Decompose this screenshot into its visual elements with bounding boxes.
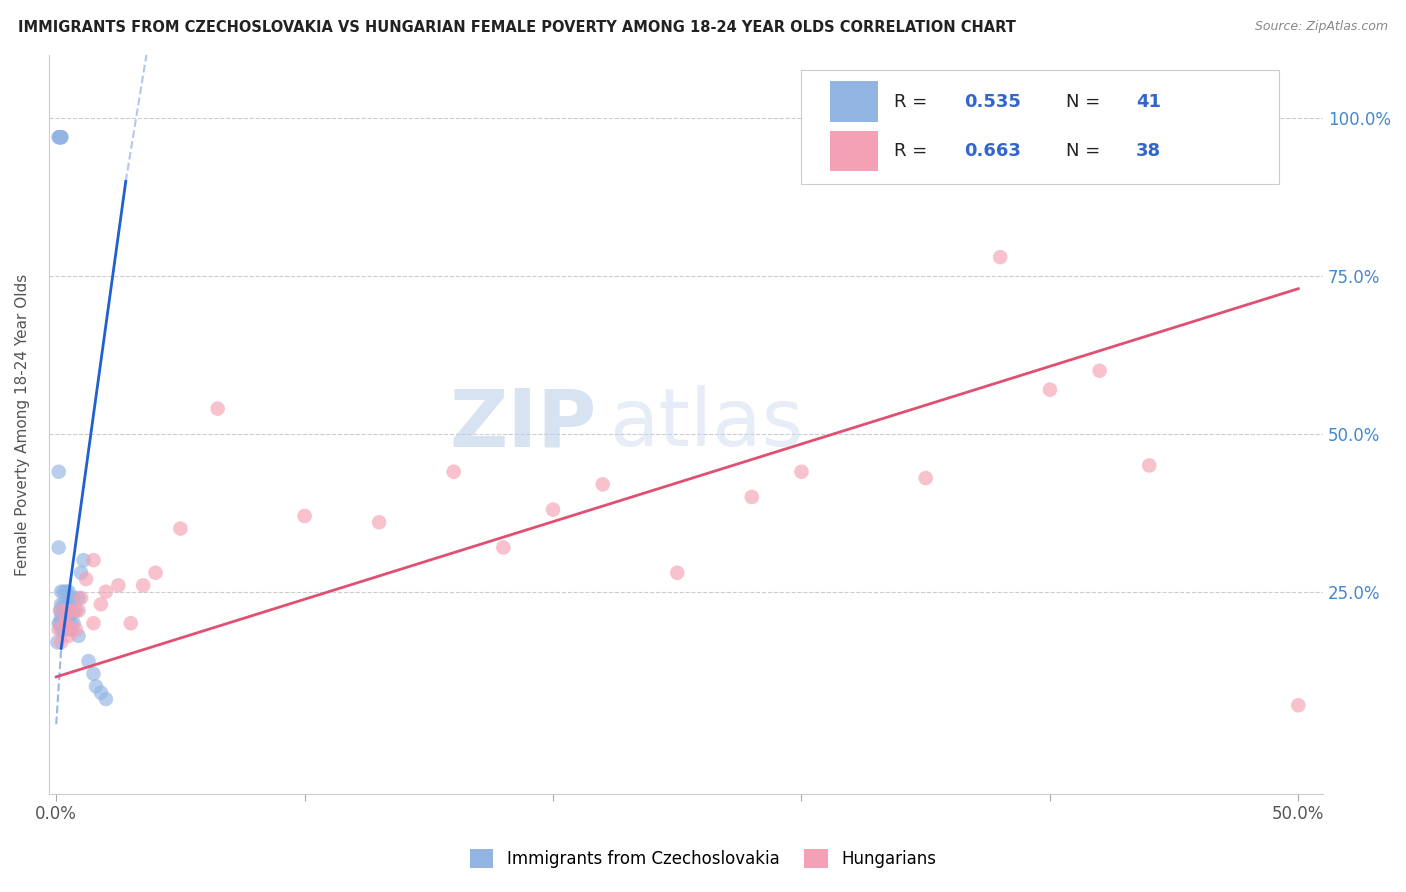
Point bbox=[67, 604, 90, 618]
Point bbox=[90, 597, 112, 611]
Y-axis label: Female Poverty Among 18-24 Year Olds: Female Poverty Among 18-24 Year Olds bbox=[15, 273, 30, 575]
Point bbox=[1088, 364, 1111, 378]
Point bbox=[51, 597, 73, 611]
Point bbox=[60, 623, 83, 637]
Point bbox=[52, 584, 75, 599]
Point bbox=[1286, 698, 1309, 713]
Point bbox=[70, 566, 93, 580]
Point bbox=[51, 584, 73, 599]
Point bbox=[443, 465, 465, 479]
Point bbox=[58, 623, 80, 637]
Point bbox=[368, 515, 391, 529]
Point bbox=[790, 465, 813, 479]
Point bbox=[48, 616, 70, 631]
Point bbox=[52, 597, 75, 611]
FancyBboxPatch shape bbox=[800, 70, 1278, 185]
Text: 38: 38 bbox=[1136, 142, 1161, 161]
Point bbox=[55, 616, 77, 631]
Point bbox=[55, 604, 77, 618]
Point bbox=[82, 616, 104, 631]
Point bbox=[46, 635, 69, 649]
Text: R =: R = bbox=[894, 142, 932, 161]
Point bbox=[120, 616, 142, 631]
Point bbox=[94, 692, 117, 706]
Text: N =: N = bbox=[1066, 93, 1105, 111]
Point bbox=[51, 604, 73, 618]
Point bbox=[51, 604, 73, 618]
Point bbox=[82, 666, 104, 681]
Point bbox=[49, 130, 72, 145]
Point bbox=[77, 654, 100, 668]
Point bbox=[48, 623, 70, 637]
Point bbox=[51, 635, 73, 649]
Text: atlas: atlas bbox=[609, 385, 804, 464]
Point bbox=[52, 616, 75, 631]
Point bbox=[1137, 458, 1160, 473]
Point bbox=[75, 572, 97, 586]
Text: Source: ZipAtlas.com: Source: ZipAtlas.com bbox=[1254, 20, 1388, 33]
Text: ZIP: ZIP bbox=[450, 385, 596, 464]
Point bbox=[988, 250, 1011, 264]
Point bbox=[62, 604, 84, 618]
Point bbox=[592, 477, 614, 491]
Point bbox=[207, 401, 229, 416]
Point bbox=[169, 522, 191, 536]
Point bbox=[90, 686, 112, 700]
Point bbox=[541, 502, 564, 516]
Point bbox=[666, 566, 689, 580]
Point bbox=[52, 610, 75, 624]
Point bbox=[72, 553, 94, 567]
Point bbox=[65, 604, 87, 618]
Point bbox=[51, 130, 73, 145]
Point bbox=[48, 465, 70, 479]
Point bbox=[58, 610, 80, 624]
Point bbox=[52, 604, 75, 618]
Point bbox=[51, 623, 73, 637]
Point bbox=[741, 490, 763, 504]
Text: N =: N = bbox=[1066, 142, 1105, 161]
Text: 0.663: 0.663 bbox=[963, 142, 1021, 161]
Point bbox=[52, 623, 75, 637]
Point bbox=[82, 553, 104, 567]
Point bbox=[294, 508, 316, 523]
Point bbox=[145, 566, 167, 580]
Point bbox=[65, 623, 87, 637]
FancyBboxPatch shape bbox=[830, 81, 879, 122]
Point bbox=[492, 541, 515, 555]
Point bbox=[49, 616, 72, 631]
Point bbox=[84, 679, 107, 693]
Point bbox=[58, 584, 80, 599]
Point bbox=[67, 629, 90, 643]
Point bbox=[51, 130, 73, 145]
Point bbox=[62, 616, 84, 631]
Point bbox=[49, 604, 72, 618]
Point bbox=[55, 584, 77, 599]
Point bbox=[58, 629, 80, 643]
Text: IMMIGRANTS FROM CZECHOSLOVAKIA VS HUNGARIAN FEMALE POVERTY AMONG 18-24 YEAR OLDS: IMMIGRANTS FROM CZECHOSLOVAKIA VS HUNGAR… bbox=[18, 20, 1017, 35]
Legend: Immigrants from Czechoslovakia, Hungarians: Immigrants from Czechoslovakia, Hungaria… bbox=[461, 840, 945, 877]
Point bbox=[132, 578, 155, 592]
Point bbox=[67, 591, 90, 605]
Point bbox=[107, 578, 129, 592]
Point bbox=[48, 130, 70, 145]
Point bbox=[1039, 383, 1062, 397]
Point bbox=[914, 471, 936, 485]
Point bbox=[60, 616, 83, 631]
Point bbox=[58, 597, 80, 611]
Text: 41: 41 bbox=[1136, 93, 1161, 111]
Point bbox=[48, 541, 70, 555]
Point bbox=[60, 604, 83, 618]
Text: R =: R = bbox=[894, 93, 932, 111]
Text: 0.535: 0.535 bbox=[963, 93, 1021, 111]
Point bbox=[58, 604, 80, 618]
Point bbox=[55, 616, 77, 631]
Point bbox=[55, 597, 77, 611]
Point bbox=[51, 604, 73, 618]
FancyBboxPatch shape bbox=[830, 131, 879, 171]
Point bbox=[70, 591, 93, 605]
Point bbox=[62, 591, 84, 605]
Point bbox=[94, 584, 117, 599]
Point bbox=[51, 610, 73, 624]
